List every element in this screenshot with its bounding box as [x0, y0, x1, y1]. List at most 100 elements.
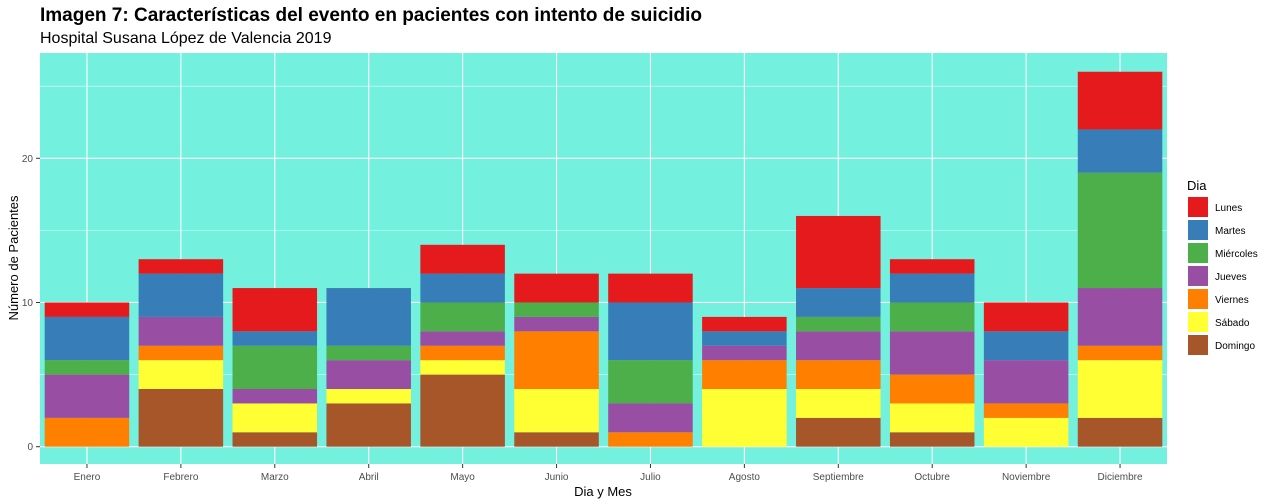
bar-segment — [983, 417, 1069, 447]
plot-panel — [40, 53, 1167, 464]
bar-segment — [514, 389, 599, 433]
bar-segment — [138, 389, 224, 447]
bar-segment — [608, 360, 693, 404]
bar-segment — [326, 403, 411, 447]
bar-segment — [889, 273, 975, 303]
legend-swatch — [1188, 197, 1208, 217]
bar-segment — [796, 389, 881, 418]
bar-segment — [889, 403, 975, 433]
bar-segment — [420, 302, 505, 332]
y-axis-title: Número de Pacientes — [6, 195, 21, 321]
bar-segment — [232, 403, 318, 433]
bar-segment — [1077, 288, 1163, 346]
bar-segment — [420, 374, 505, 447]
bar-segment — [514, 302, 599, 317]
bar-segment — [514, 273, 599, 303]
legend-swatch — [1188, 266, 1208, 286]
grid-lines — [40, 53, 1167, 464]
bar-segment — [420, 244, 505, 274]
bar-segment — [1077, 360, 1163, 418]
bar-segment — [138, 360, 224, 390]
bar-segment — [232, 389, 318, 404]
bar-segment — [702, 389, 787, 447]
x-tick-label: Diciembre — [1098, 472, 1143, 483]
bar-segment — [1077, 417, 1163, 447]
chart-title: Imagen 7: Características del evento en … — [40, 5, 703, 26]
bar-segment — [44, 316, 130, 361]
bar-segment — [889, 374, 975, 404]
legend-swatch — [1188, 312, 1208, 332]
bar-segment — [889, 331, 975, 375]
bar-segment — [138, 259, 224, 274]
bar-segment — [326, 389, 411, 404]
bar-segment — [138, 316, 224, 346]
x-tick-label: Noviembre — [1002, 472, 1051, 483]
bar-segment — [796, 331, 881, 361]
legend-label: Lunes — [1215, 203, 1242, 214]
y-tick-label: 10 — [22, 298, 34, 309]
bar-segment — [326, 345, 411, 361]
x-tick-label: Agosto — [729, 472, 761, 483]
bar-segment — [138, 345, 224, 361]
bar-segment — [608, 302, 693, 361]
bar-segment — [702, 360, 787, 390]
legend-label: Martes — [1215, 226, 1246, 237]
bar-segment — [44, 302, 130, 317]
x-axis-title: Dia y Mes — [574, 484, 632, 499]
x-tick-label: Febrero — [163, 472, 198, 483]
bar-segment — [608, 273, 693, 303]
bar-segment — [796, 215, 881, 289]
legend-label: Domingo — [1215, 341, 1255, 352]
x-tick-label: Abril — [359, 472, 379, 483]
legend-swatch — [1188, 243, 1208, 263]
bar-segment — [326, 288, 411, 346]
bar-segment — [983, 403, 1069, 418]
axes: 0 10 20 Enero Febrero Marzo Abril Mayo Junio Juli… — [22, 154, 1143, 483]
bar-segment — [796, 417, 881, 447]
bar-segment — [514, 432, 599, 447]
bar-segment — [1077, 345, 1163, 361]
bar-segment — [420, 273, 505, 303]
bar-segment — [232, 345, 318, 390]
bar-segment — [44, 360, 130, 375]
x-tick-label: Marzo — [261, 472, 289, 483]
bar-segment — [796, 316, 881, 332]
bar-segment — [232, 432, 318, 447]
legend-label: Miércoles — [1215, 249, 1258, 260]
bar-segment — [44, 417, 130, 447]
bar-segment — [232, 288, 318, 332]
legend: Dia Lunes Martes Miércoles Jueves Viernes Sáb… — [1187, 178, 1258, 355]
bar-segment — [232, 331, 318, 346]
bar-segment — [702, 316, 787, 332]
legend-swatch — [1188, 289, 1208, 309]
bar-segment — [44, 374, 130, 418]
legend-swatch — [1188, 220, 1208, 240]
legend-label: Sábado — [1215, 318, 1250, 329]
bar-segment — [608, 403, 693, 433]
bar-segment — [608, 432, 693, 447]
bar-segment — [514, 316, 599, 332]
bar-segment — [1077, 172, 1163, 289]
x-tick-label: Julio — [640, 472, 661, 483]
bar-segment — [983, 360, 1069, 404]
bar-segment — [420, 345, 505, 361]
legend-label: Jueves — [1215, 272, 1247, 283]
bar-segment — [420, 331, 505, 346]
x-tick-label: Junio — [545, 472, 569, 483]
bar-segment — [1077, 129, 1163, 173]
bar-segment — [702, 331, 787, 346]
bar-segment — [889, 302, 975, 332]
bar-segment — [420, 360, 505, 375]
bar-segment — [889, 432, 975, 447]
bar-segment — [326, 360, 411, 390]
legend-swatch — [1188, 335, 1208, 355]
bar-segment — [796, 288, 881, 317]
legend-title: Dia — [1187, 178, 1207, 193]
bar-segment — [889, 259, 975, 274]
y-tick-label: 20 — [22, 154, 34, 165]
bar-segment — [1077, 71, 1163, 130]
chart-subtitle: Hospital Susana López de Valencia 2019 — [40, 30, 332, 47]
bar-segment — [796, 360, 881, 390]
bars — [44, 71, 1163, 447]
